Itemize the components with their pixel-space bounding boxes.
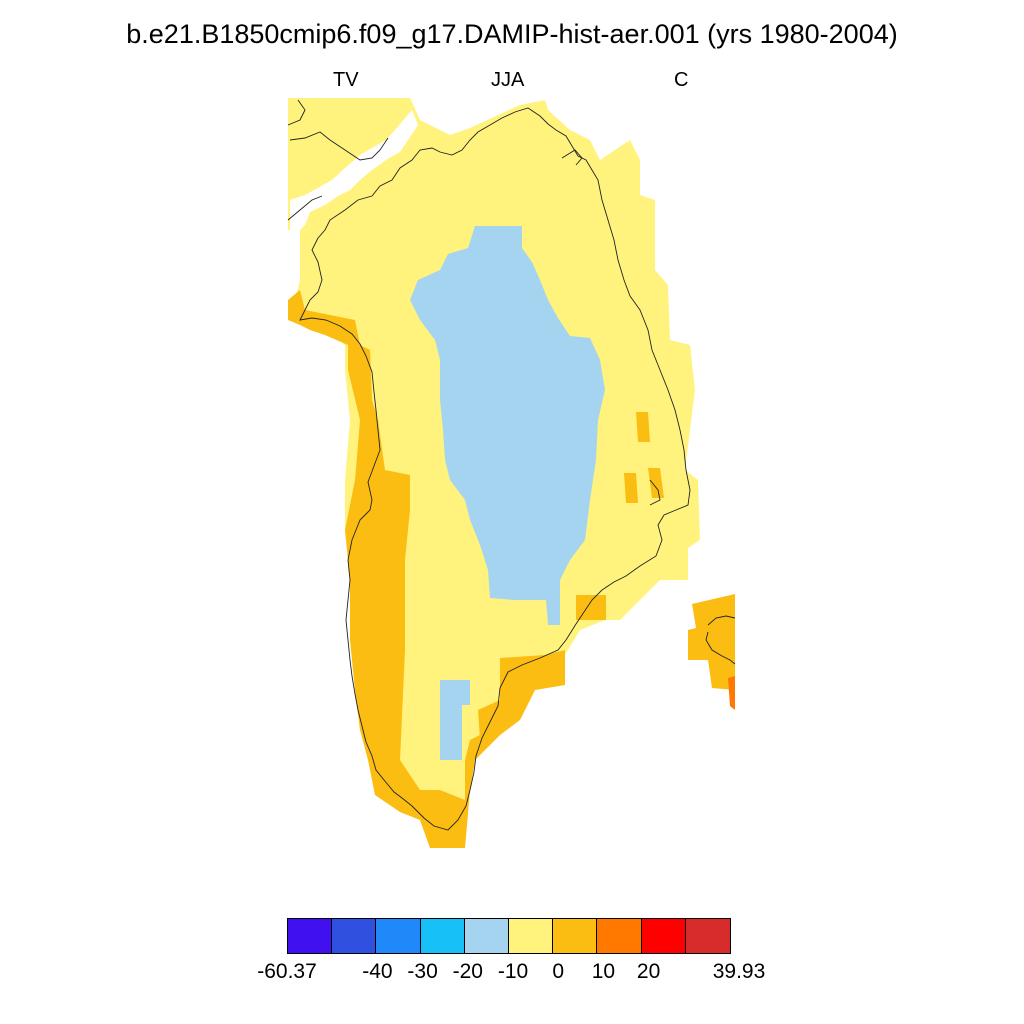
south-ice-patch-blue [440, 680, 470, 760]
east-coast-patch-orange-3 [624, 473, 638, 503]
season-label: JJA [491, 69, 525, 91]
colorbar-swatch-0 [288, 919, 333, 953]
east-coast-patch-orange-4 [648, 468, 664, 498]
colorbar-tick-label: 10 [591, 960, 616, 983]
greenland-map [287, 98, 736, 848]
southeast-region-orange [478, 650, 565, 740]
colorbar-swatch-9 [685, 919, 730, 953]
colorbar-tick-label: -30 [407, 960, 438, 983]
colorbar-tick-label: -20 [452, 960, 483, 983]
colorbar-tick-label: 0 [552, 960, 565, 983]
variable-label: TV [333, 69, 359, 91]
colorbar-swatch-6 [553, 919, 598, 953]
east-fjord-outline [561, 149, 661, 506]
west-coast-region-orange [288, 290, 500, 848]
colorbar-swatch-1 [332, 919, 377, 953]
colorbar-swatch-5 [508, 919, 554, 953]
colorbar [287, 918, 731, 954]
colorbar-tick-label: 20 [636, 960, 661, 983]
colorbar-swatch-8 [641, 919, 686, 953]
units-label: C [674, 69, 689, 91]
colorbar-tick-label: -60.37 [257, 960, 317, 983]
iceland-coastline [705, 615, 736, 665]
iceland-hot-spot [728, 676, 735, 710]
colorbar-swatch-3 [420, 919, 465, 953]
colorbar-swatch-7 [597, 919, 642, 953]
east-coast-patch-orange [576, 595, 606, 620]
northwest-islands-outline [287, 99, 389, 221]
map-title: b.e21.B1850cmip6.f09_g17.DAMIP-hist-aer.… [126, 19, 898, 49]
colorbar-tick-label: 39.93 [712, 960, 766, 983]
ice-interior-region-blue [410, 226, 605, 625]
colorbar-swatch-2 [376, 919, 421, 953]
colorbar-tick-label: -10 [497, 960, 529, 983]
iceland-region-orange [688, 594, 735, 690]
east-coast-patch-orange-2 [636, 412, 650, 442]
greenland-coastline [299, 107, 691, 831]
colorbar-swatch-4 [464, 919, 509, 953]
colorbar-tick-label: -40 [362, 960, 393, 983]
